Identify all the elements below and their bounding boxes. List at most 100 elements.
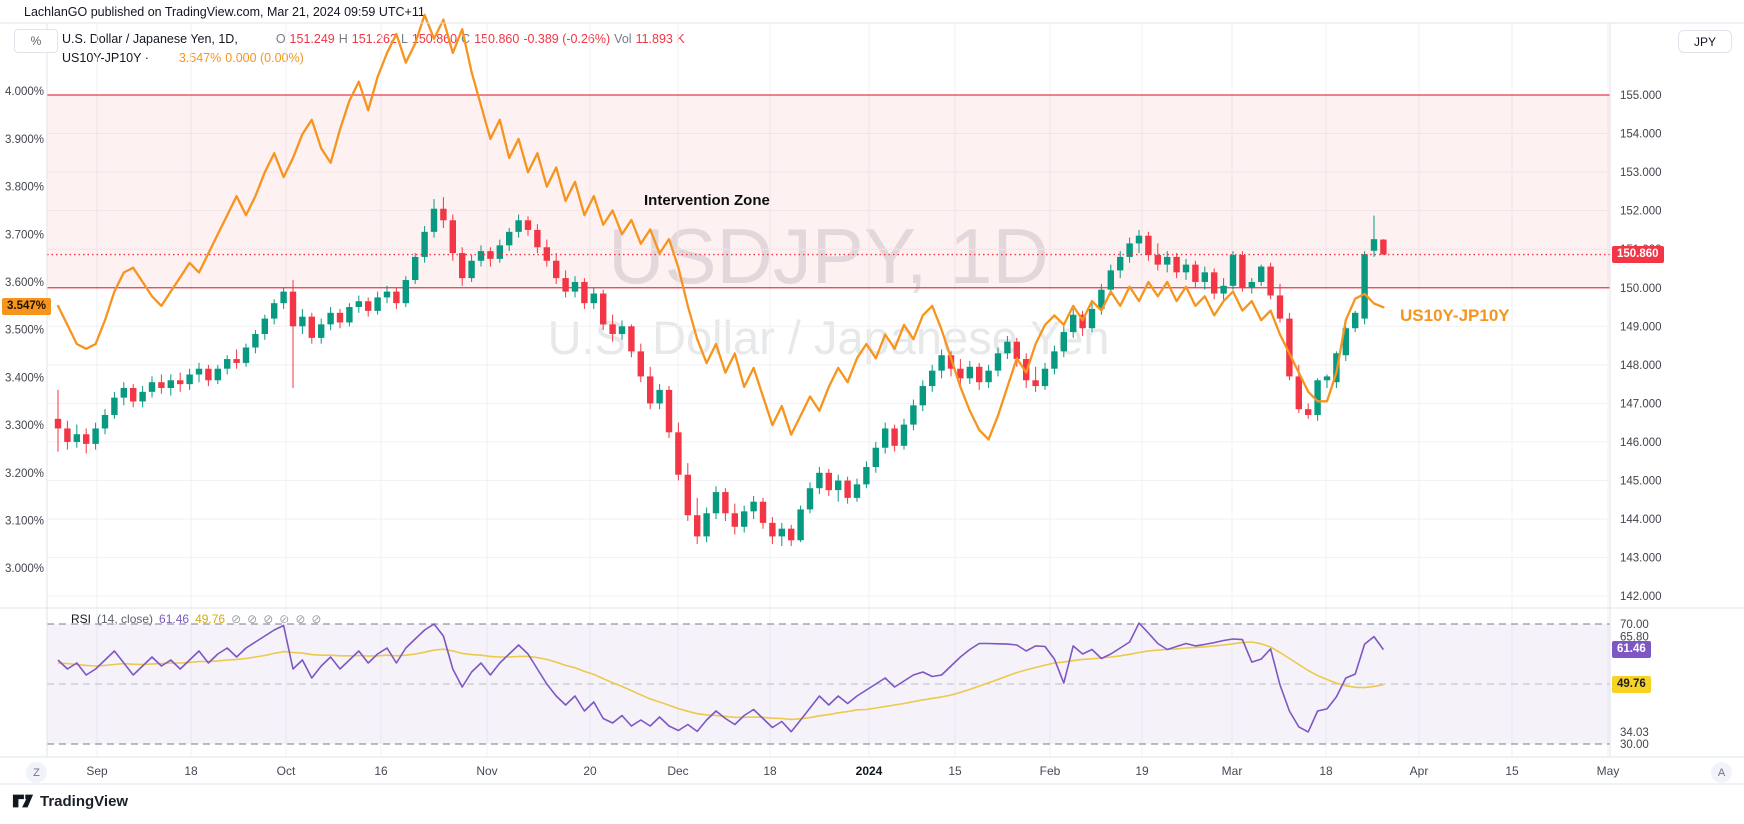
candle-body	[1182, 264, 1190, 273]
candle-body	[703, 513, 710, 537]
indicator-action-icon[interactable]: ⊘	[247, 612, 258, 626]
candle-body	[327, 312, 334, 325]
candle-body	[261, 318, 268, 335]
candle-body	[1211, 272, 1218, 294]
change-value: -0.389 (-0.26%)	[523, 32, 611, 46]
candle-body	[1239, 254, 1246, 288]
candle-body	[806, 488, 814, 510]
right-axis-label: 143.000	[1620, 553, 1662, 565]
candle-body	[844, 480, 851, 498]
candle-body	[421, 231, 428, 257]
indicator-action-icon[interactable]: ⊘	[295, 612, 306, 626]
time-axis-label: 18	[763, 764, 777, 778]
candle-body	[778, 528, 785, 537]
rsi-value: 61.46	[159, 612, 190, 626]
left-axis-label: 3.400%	[5, 372, 44, 384]
tradingview-branding[interactable]: TradingView	[12, 790, 128, 812]
candle-body	[477, 251, 485, 261]
left-axis-mode-button[interactable]: %	[14, 29, 58, 53]
candle-body	[139, 391, 146, 402]
indicator-action-icon[interactable]: ⊘	[263, 612, 274, 626]
spread-last-value-badge: 3.547%	[2, 298, 52, 315]
candle-body	[863, 467, 870, 485]
rsi-axis-label: 70.00	[1620, 619, 1649, 631]
candle-body	[938, 355, 945, 371]
left-axis-label: 4.000%	[5, 86, 44, 98]
candle-body	[571, 281, 579, 292]
candle-body	[459, 253, 466, 279]
candle-body	[1370, 239, 1378, 251]
candle-body	[882, 428, 889, 448]
candle-body	[910, 405, 917, 425]
main-series-legend[interactable]: U.S. Dollar / Japanese Yen, 1D, O 151.249…	[62, 32, 685, 46]
candle-body	[1135, 235, 1143, 244]
right-axis-currency-button[interactable]: JPY	[1678, 30, 1732, 53]
candle-body	[553, 260, 560, 279]
candle-body	[1117, 256, 1124, 271]
candle-body	[675, 432, 682, 475]
indicator-action-icons[interactable]: ⊘ ⊘ ⊘ ⊘ ⊘ ⊘	[231, 612, 321, 626]
rsi-last-value-badge: 61.46	[1612, 641, 1651, 658]
candle-body	[318, 324, 325, 338]
left-axis-label: 3.100%	[5, 516, 44, 528]
candle-body	[1051, 351, 1058, 369]
timezone-button[interactable]: Z	[26, 762, 47, 783]
indicator-change: 0.000 (0.00%)	[225, 51, 304, 65]
candle-body	[1201, 272, 1208, 282]
candle-body	[374, 297, 381, 311]
indicator-action-icon[interactable]: ⊘	[279, 612, 290, 626]
time-axis-label: 18	[1319, 764, 1333, 778]
candle-body	[900, 424, 908, 446]
candle-body	[600, 293, 607, 325]
candle-body	[637, 351, 644, 377]
candle-body	[1032, 380, 1039, 387]
indicator-action-icon[interactable]: ⊘	[311, 612, 322, 626]
rsi-name[interactable]: RSI	[71, 612, 92, 626]
time-axis-label: Nov	[476, 764, 497, 778]
time-axis-label: 16	[374, 764, 388, 778]
candle-body	[1164, 256, 1171, 265]
candle-body	[797, 509, 804, 541]
time-axis-label: Sep	[86, 764, 108, 778]
auto-scale-button[interactable]: A	[1711, 762, 1732, 783]
candle-body	[64, 428, 71, 442]
candle-body	[1070, 314, 1077, 333]
candle-body	[449, 220, 456, 254]
candle-body	[430, 208, 438, 232]
candle-body	[1079, 314, 1086, 329]
indicator-name[interactable]: US10Y-JP10Y ·	[62, 51, 149, 65]
candle-body	[1145, 235, 1152, 255]
publish-attribution: LachlanGO published on TradingView.com, …	[24, 5, 425, 19]
candle-body	[524, 220, 532, 230]
time-axis-label: May	[1597, 764, 1620, 778]
candle-body	[618, 326, 626, 335]
symbol-title[interactable]: U.S. Dollar / Japanese Yen, 1D,	[62, 32, 238, 46]
candle-body	[1154, 254, 1161, 265]
rsi-ma-last-value-badge: 49.76	[1612, 676, 1651, 693]
left-axis-label: 3.600%	[5, 277, 44, 289]
candle-body	[741, 511, 748, 527]
candle-body	[1380, 239, 1387, 255]
candle-body	[177, 380, 184, 385]
candle-body	[919, 386, 926, 406]
candle-body	[299, 316, 306, 327]
candle-body	[120, 387, 127, 398]
candle-body	[590, 293, 597, 304]
indicator-action-icon[interactable]: ⊘	[231, 612, 242, 626]
candle-body	[1286, 318, 1293, 377]
candle-body	[383, 291, 391, 298]
brand-name: TradingView	[40, 792, 129, 810]
candle-body	[252, 334, 259, 348]
candle-body	[214, 368, 221, 381]
candle-body	[966, 366, 973, 379]
rsi-indicator-legend[interactable]: RSI (14, close) 61.46 49.76 ⊘ ⊘ ⊘ ⊘ ⊘ ⊘	[71, 612, 321, 626]
candle-body	[346, 307, 353, 323]
candle-body	[1267, 266, 1274, 296]
spread-indicator-legend[interactable]: US10Y-JP10Y · 3.547% 0.000 (0.00%)	[62, 51, 304, 65]
candle-body	[1013, 341, 1020, 360]
candle-body	[496, 245, 503, 259]
open-value: 151.249	[289, 32, 335, 46]
candle-body	[647, 376, 654, 404]
last-price-badge: 150.860	[1612, 246, 1664, 263]
